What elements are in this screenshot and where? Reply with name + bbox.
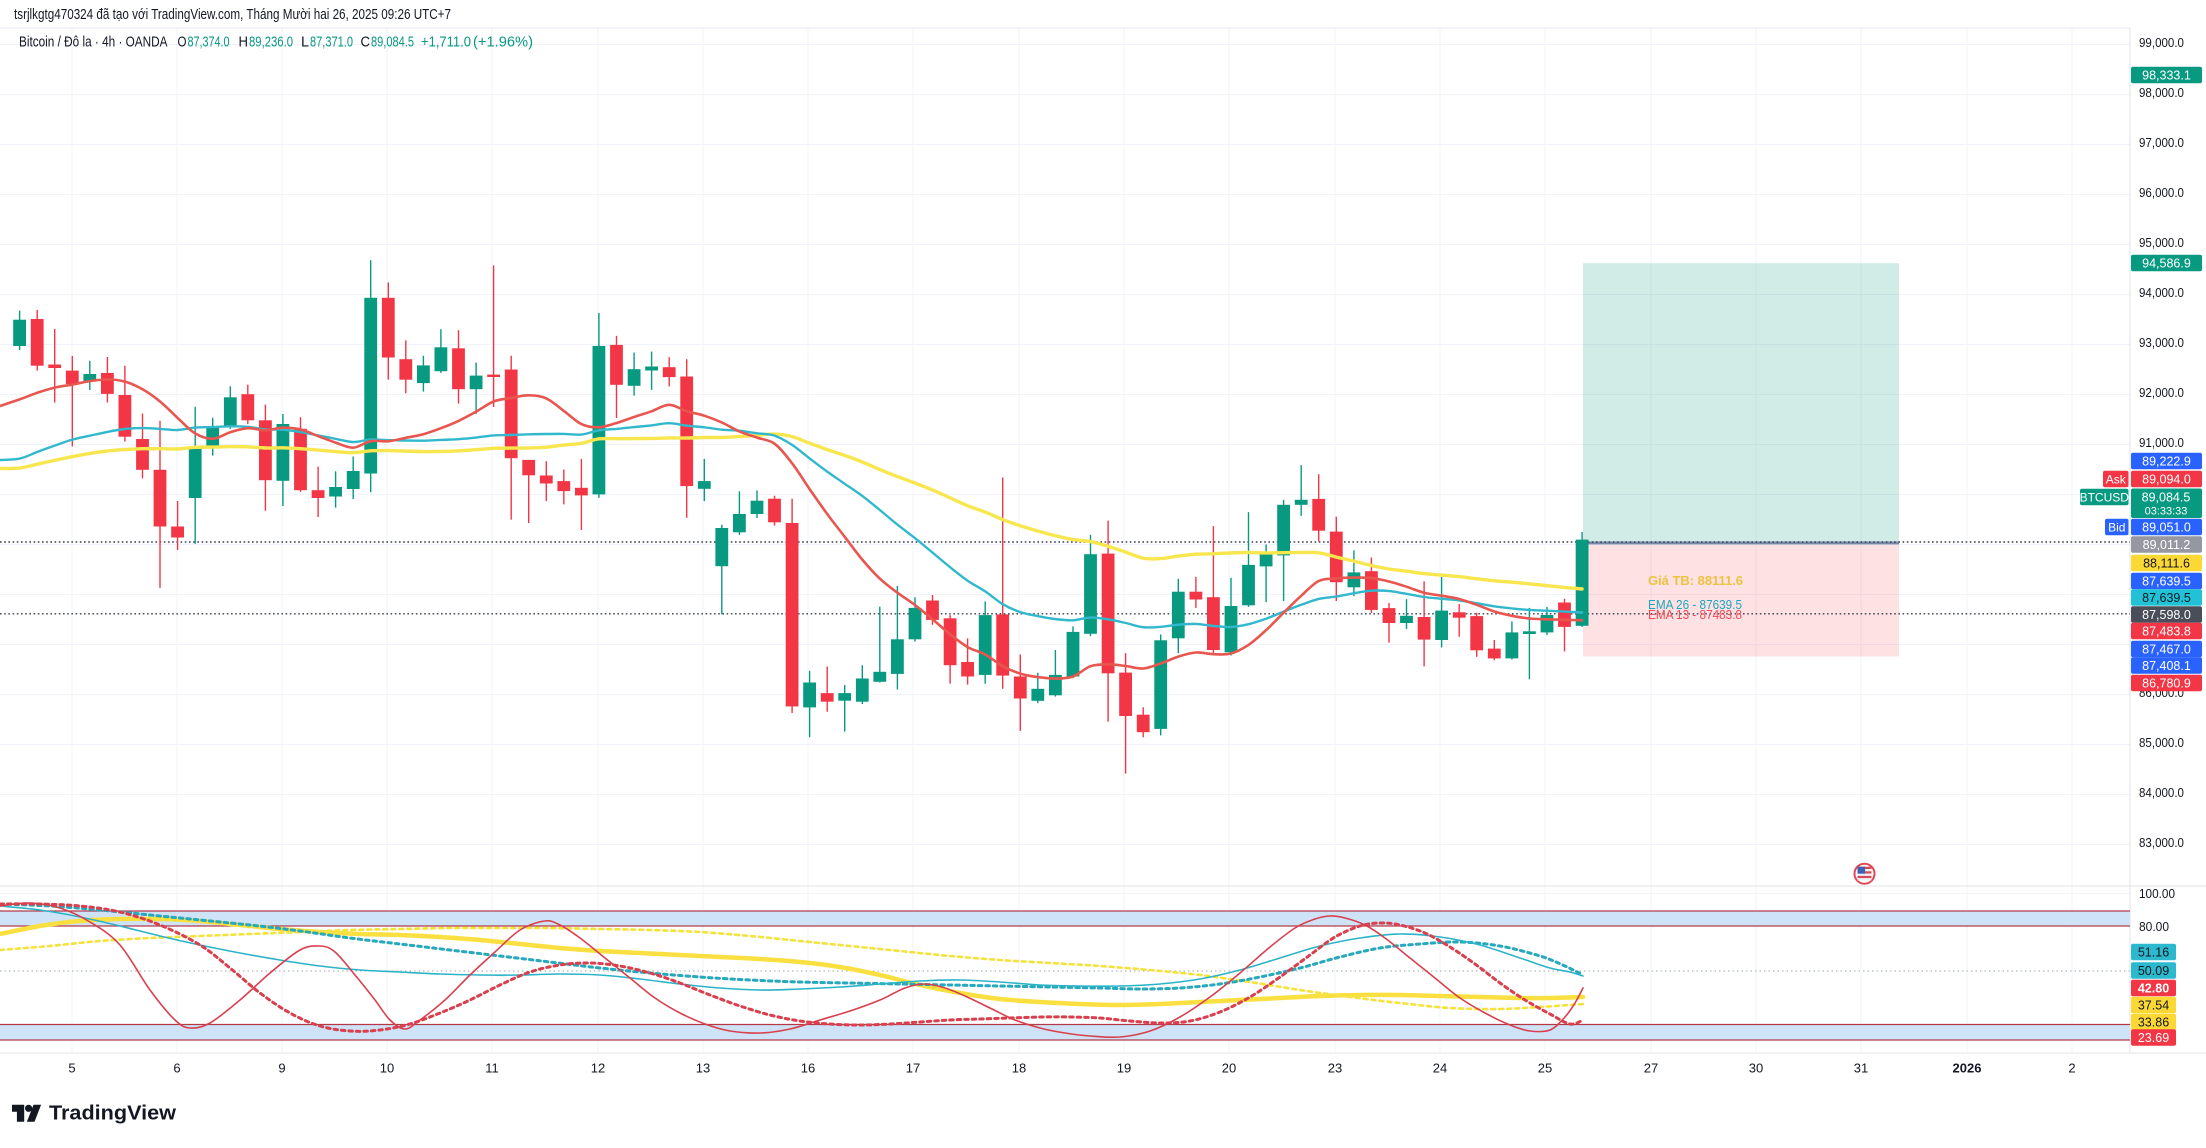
svg-text:10: 10	[380, 1061, 394, 1076]
svg-text:+1,711.0: +1,711.0	[421, 35, 471, 51]
svg-text:88,111.6: 88,111.6	[2143, 556, 2190, 570]
svg-text:11: 11	[485, 1061, 499, 1076]
svg-text:91,000.0: 91,000.0	[2139, 436, 2184, 450]
svg-text:97,000.0: 97,000.0	[2139, 136, 2184, 150]
svg-text:89,051.0: 89,051.0	[2142, 520, 2191, 534]
svg-text:tsrjlkgtg470324 đã tạo với Tra: tsrjlkgtg470324 đã tạo với TradingView.c…	[14, 7, 451, 23]
svg-text:EMA 26 - 87639.5: EMA 26 - 87639.5	[1648, 598, 1742, 612]
svg-text:84,000.0: 84,000.0	[2139, 786, 2184, 800]
svg-text:23.69: 23.69	[2138, 1031, 2169, 1045]
svg-text:O: O	[178, 35, 187, 51]
svg-text:100.00: 100.00	[2139, 887, 2175, 901]
svg-text:87,639.5: 87,639.5	[2142, 591, 2191, 605]
svg-text:89,084.5: 89,084.5	[371, 35, 414, 51]
svg-text:2: 2	[2068, 1061, 2075, 1076]
svg-text:89,094.0: 89,094.0	[2142, 472, 2191, 486]
svg-text:Bitcoin / Đô la · 4h · OANDA: Bitcoin / Đô la · 4h · OANDA	[19, 35, 168, 51]
svg-text:37.54: 37.54	[2138, 998, 2169, 1012]
svg-text:87,467.0: 87,467.0	[2142, 642, 2191, 656]
svg-text:31: 31	[1854, 1061, 1868, 1076]
svg-text:24: 24	[1433, 1061, 1447, 1076]
svg-text:25: 25	[1538, 1061, 1552, 1076]
svg-text:6: 6	[173, 1061, 180, 1076]
svg-text:18: 18	[1012, 1061, 1026, 1076]
svg-text:87,408.1: 87,408.1	[2142, 659, 2191, 673]
svg-text:Giá TB: 88111.6: Giá TB: 88111.6	[1648, 574, 1743, 588]
svg-text:87,598.0: 87,598.0	[2142, 608, 2191, 622]
svg-text:93,000.0: 93,000.0	[2139, 336, 2184, 350]
svg-text:30: 30	[1749, 1061, 1763, 1076]
svg-text:(+1.96%): (+1.96%)	[473, 35, 533, 51]
svg-text:23: 23	[1328, 1061, 1342, 1076]
svg-text:9: 9	[278, 1061, 285, 1076]
svg-text:87,483.8: 87,483.8	[2142, 624, 2191, 638]
svg-text:85,000.0: 85,000.0	[2139, 736, 2184, 750]
svg-text:94,586.9: 94,586.9	[2142, 256, 2191, 270]
svg-text:H: H	[239, 35, 249, 51]
svg-text:89,222.9: 89,222.9	[2142, 454, 2191, 468]
svg-text:Bid: Bid	[2108, 520, 2125, 534]
svg-text:99,000.0: 99,000.0	[2139, 36, 2184, 50]
svg-text:TradingView: TradingView	[49, 1103, 176, 1125]
svg-text:L: L	[301, 35, 309, 51]
svg-text:98,333.1: 98,333.1	[2142, 68, 2191, 82]
svg-text:89,011.2: 89,011.2	[2143, 538, 2191, 552]
svg-text:80.00: 80.00	[2139, 920, 2169, 934]
svg-text:27: 27	[1644, 1061, 1658, 1076]
svg-text:89,236.0: 89,236.0	[249, 35, 293, 51]
svg-text:94,000.0: 94,000.0	[2139, 286, 2184, 300]
svg-text:87,371.0: 87,371.0	[310, 35, 353, 51]
svg-text:5: 5	[68, 1061, 75, 1076]
svg-text:51.16: 51.16	[2138, 945, 2169, 959]
svg-text:C: C	[361, 35, 371, 51]
svg-text:33.86: 33.86	[2138, 1015, 2169, 1029]
svg-text:20: 20	[1222, 1061, 1236, 1076]
svg-text:16: 16	[801, 1061, 815, 1076]
svg-text:87,639.5: 87,639.5	[2142, 574, 2191, 588]
svg-text:19: 19	[1117, 1061, 1131, 1076]
svg-text:83,000.0: 83,000.0	[2139, 836, 2184, 850]
svg-text:86,780.9: 86,780.9	[2142, 676, 2191, 690]
svg-text:03:33:33: 03:33:33	[2145, 506, 2188, 518]
svg-text:96,000.0: 96,000.0	[2139, 186, 2184, 200]
svg-text:BTCUSD: BTCUSD	[2080, 490, 2130, 504]
svg-text:2026: 2026	[1953, 1061, 1982, 1076]
svg-text:89,084.5: 89,084.5	[2142, 491, 2191, 505]
svg-text:EMA 13 - 87483.8: EMA 13 - 87483.8	[1648, 608, 1742, 622]
svg-text:95,000.0: 95,000.0	[2139, 236, 2184, 250]
svg-text:98,000.0: 98,000.0	[2139, 86, 2184, 100]
svg-text:17: 17	[906, 1061, 920, 1076]
svg-text:42.80: 42.80	[2138, 981, 2169, 995]
svg-text:13: 13	[696, 1061, 710, 1076]
svg-text:12: 12	[591, 1061, 605, 1076]
svg-text:92,000.0: 92,000.0	[2139, 386, 2184, 400]
svg-text:50.09: 50.09	[2138, 964, 2169, 978]
svg-text:Ask: Ask	[2106, 472, 2127, 486]
svg-text:87,374.0: 87,374.0	[188, 35, 230, 51]
